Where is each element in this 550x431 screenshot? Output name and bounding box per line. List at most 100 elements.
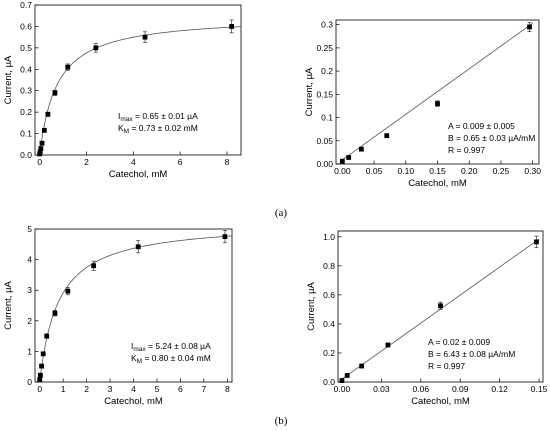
- data-point: [527, 24, 532, 30]
- data-point: [45, 111, 51, 117]
- x-tick-label: 2: [84, 157, 89, 167]
- annotation-line: A = 0.02 ± 0.009: [428, 337, 490, 347]
- y-axis-label: Current, µA: [3, 280, 14, 329]
- x-tick-label: 0.05: [366, 166, 383, 176]
- data-point: [135, 244, 141, 250]
- data-point: [142, 34, 148, 40]
- x-axis-label: Catechol, mM: [408, 178, 467, 189]
- y-tick-label: 0: [27, 377, 32, 387]
- data-point: [346, 155, 352, 160]
- y-tick-label: 0.1: [20, 129, 32, 139]
- x-tick-label: 0.20: [461, 166, 478, 176]
- annotation-line: B = 6.43 ± 0.08 µA/mM: [428, 349, 515, 359]
- y-axis-label: Current, µA: [3, 55, 14, 104]
- data-point: [41, 127, 47, 133]
- annotation-line: R = 0.997: [448, 145, 485, 155]
- data-point: [38, 146, 44, 151]
- y-tick-label: 0.6: [323, 290, 335, 300]
- x-tick-label: 0.15: [531, 384, 548, 394]
- y-tick-label: 0.1: [321, 113, 333, 123]
- y-tick-label: 3: [27, 285, 32, 295]
- data-point: [37, 377, 43, 382]
- panel-label-b: (b): [275, 415, 288, 427]
- data-point: [65, 64, 71, 70]
- chart-a-right: 0.00 0.05 0.10 0.15 0.20 0.25 0.30 0.00 0.05 0.1 0…: [304, 19, 541, 189]
- data-point: [435, 101, 440, 107]
- x-tick-label: 2: [84, 384, 89, 394]
- fit-curve: [39, 26, 242, 156]
- chart-a-left: 0 2 4 6 8 0.0 0.1 0.2 0.3 0.4 0.5 0.6 0.7 Catechol, m…: [3, 0, 242, 180]
- x-tick-label: 1: [61, 384, 66, 394]
- y-tick-label: 0.3: [321, 20, 333, 30]
- y-tick-label: 0.25: [316, 43, 333, 53]
- x-axis-label: Catechol, mM: [104, 396, 163, 407]
- x-tick-label: 0.15: [429, 166, 446, 176]
- data-point: [52, 90, 58, 96]
- x-axis-label: Catechol, mM: [411, 396, 470, 407]
- x-tick-label: 8: [225, 384, 230, 394]
- data-point: [438, 303, 443, 309]
- data-point: [384, 133, 390, 139]
- data-point: [222, 234, 228, 240]
- data-point: [344, 373, 350, 378]
- y-axis-label: Current, µA: [306, 281, 317, 330]
- y-tick-label: 0.0: [323, 377, 335, 387]
- x-tick-label: 6: [178, 384, 183, 394]
- y-tick-label: 1.0: [323, 232, 335, 242]
- annotation-line: KM = 0.80 ± 0.04 mM: [131, 353, 211, 365]
- x-tick-label: 0.00: [334, 166, 351, 176]
- y-tick-label: 2: [27, 316, 32, 326]
- annotation-line: A = 0.009 ± 0.005: [448, 121, 515, 131]
- plot-frame: [34, 4, 242, 156]
- chart-b-right: 0.00 0.03 0.06 0.09 0.12 0.15 0.0 0.2 0.4 0.6 0.8 1…: [306, 230, 548, 407]
- data-point: [44, 333, 50, 339]
- y-tick-label: 0.2: [20, 107, 32, 117]
- x-axis-label: Catechol, mM: [109, 169, 168, 180]
- x-tick-label: 8: [225, 157, 230, 167]
- x-tick-label: 3: [108, 384, 113, 394]
- x-tick-label: 0.06: [413, 384, 430, 394]
- y-tick-label: 0.0: [20, 150, 32, 160]
- y-axis-label: Current, µA: [304, 67, 315, 116]
- x-tick-label: 0.03: [373, 384, 390, 394]
- x-tick-label: 0.00: [334, 384, 351, 394]
- annotation-line: B = 0.65 ± 0.03 µA/mM: [448, 133, 535, 143]
- data-point: [40, 351, 46, 357]
- annotation-line: KM = 0.73 ± 0.02 mM: [118, 123, 198, 135]
- data-point: [385, 342, 391, 348]
- y-tick-label: 0.2: [321, 66, 333, 76]
- y-tick-label: 0.8: [323, 261, 335, 271]
- x-tick-label: 0.30: [524, 166, 541, 176]
- data-point: [93, 45, 99, 51]
- data-point: [37, 372, 43, 378]
- x-tick-label: 0.10: [398, 166, 415, 176]
- x-tick-label: 7: [201, 384, 206, 394]
- x-tick-label: 4: [131, 384, 136, 394]
- y-tick-label: 0.6: [20, 21, 32, 31]
- data-point: [534, 239, 539, 245]
- panel-label-a: (a): [275, 207, 288, 219]
- y-tick-label: 0.4: [20, 64, 32, 74]
- data-point: [39, 140, 45, 146]
- x-tick-label: 0.12: [491, 384, 508, 394]
- x-tick-label: 0.25: [493, 166, 510, 176]
- annotation-line: R = 0.997: [428, 361, 465, 371]
- y-tick-label: 0.00: [316, 159, 333, 169]
- plot-frame: [337, 230, 544, 383]
- data-point: [65, 288, 71, 294]
- y-tick-label: 0.7: [20, 0, 32, 10]
- y-tick-label: 0.2: [323, 348, 335, 358]
- x-tick-label: 6: [178, 157, 183, 167]
- annotation-line: Imax = 5.24 ± 0.08 µA: [131, 341, 211, 353]
- x-tick-label: 4: [131, 157, 136, 167]
- x-tick-label: 5: [155, 384, 160, 394]
- data-point: [339, 378, 345, 383]
- fit-curve: [342, 22, 533, 161]
- y-tick-label: 0.05: [316, 136, 333, 146]
- data-point: [229, 24, 235, 29]
- data-point: [52, 310, 58, 316]
- y-tick-label: 1: [27, 346, 32, 356]
- data-point: [39, 363, 44, 369]
- data-point: [37, 149, 43, 155]
